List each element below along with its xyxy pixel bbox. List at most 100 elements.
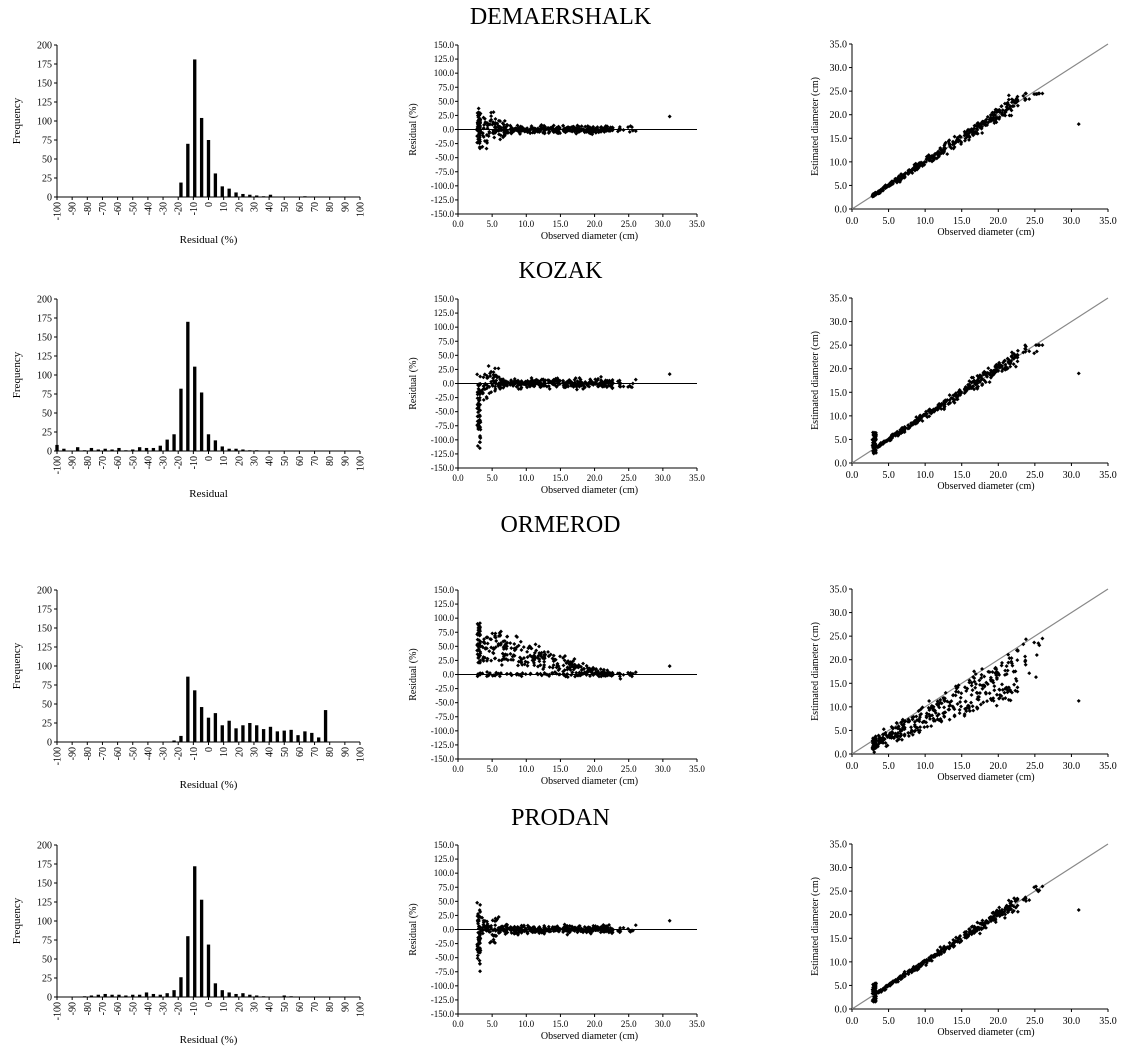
res-point (597, 927, 602, 932)
est-point (1015, 909, 1020, 914)
est-point (985, 920, 990, 925)
est-point (922, 725, 927, 730)
res-point (538, 652, 543, 657)
res-point (530, 925, 535, 930)
hist-xtick-label: -90 (68, 747, 79, 760)
est-ytick-label: 30.0 (830, 863, 848, 874)
hist-bar (241, 193, 245, 197)
hist-ytick-label: 150 (37, 879, 52, 890)
res-point (551, 663, 556, 668)
est-point (1032, 351, 1037, 356)
est-point (914, 714, 919, 719)
res-point (621, 925, 626, 930)
res-point (547, 665, 552, 670)
est-point (916, 728, 921, 733)
res-point (489, 114, 494, 119)
hist-xtick-label: -40 (143, 456, 154, 469)
est-point (981, 700, 986, 705)
est-point (997, 687, 1002, 692)
hist-ytick-label: 200 (37, 295, 52, 306)
res-xlabel: Observed diameter (cm) (541, 1031, 638, 1042)
est-point (1008, 698, 1013, 703)
hist-bar (275, 731, 280, 742)
res-point (633, 670, 638, 675)
res-ytick-label: -75.0 (435, 421, 454, 431)
res-point (505, 634, 510, 639)
hist-xtick-label: 40 (265, 456, 276, 466)
est-point (951, 396, 956, 401)
res-point (551, 130, 556, 135)
est-ylabel: Estimated diameter (cm) (810, 331, 821, 430)
est-point (1000, 660, 1004, 665)
est-point (937, 701, 942, 706)
hist-xtick-label: -100 (53, 1002, 64, 1020)
res-point (499, 377, 504, 382)
hist-bar (261, 996, 266, 997)
est-point (969, 683, 974, 688)
res-point (476, 401, 481, 406)
est-point (912, 719, 917, 724)
res-point (551, 659, 556, 664)
res-point (532, 663, 537, 668)
hist-xtick-label: 100 (356, 747, 367, 762)
est-ylabel: Estimated diameter (cm) (810, 877, 821, 976)
hist-xtick-label: 10 (219, 202, 230, 212)
res-point (569, 664, 574, 669)
res-xtick-label: 30.0 (655, 219, 671, 229)
res-point (480, 391, 485, 396)
hist-bar (199, 392, 204, 451)
est-point (1023, 662, 1028, 667)
res-point (523, 926, 528, 931)
res-point (630, 381, 635, 386)
est-point (1000, 912, 1005, 917)
res-point (618, 929, 623, 934)
hist-bar (206, 140, 211, 197)
res-point (476, 106, 481, 111)
hist-xtick-label: -30 (159, 747, 170, 760)
est-ytick-label: 10.0 (830, 957, 848, 968)
hist-bar (282, 995, 286, 997)
res-point (541, 667, 546, 672)
residual-scatter: 150.0 125.0 100.0 75.0 50.0 25.0 0.0 -25.0 -50.0… (408, 840, 705, 1042)
hist-bar (89, 995, 94, 997)
hist-bar (220, 186, 224, 197)
hist-xtick-label: 40 (265, 1002, 276, 1012)
res-point (498, 137, 503, 142)
est-point (910, 422, 915, 427)
hist-xtick-label: 0 (204, 456, 215, 461)
res-point (601, 922, 606, 927)
res-ytick-label: 150.0 (434, 840, 455, 850)
est-point (910, 171, 915, 175)
res-point (589, 129, 594, 134)
hist-ytick-label: 0 (47, 993, 52, 1004)
res-xtick-label: 5.0 (487, 764, 499, 774)
est-point (1007, 656, 1012, 661)
res-point (509, 379, 514, 384)
res-point (477, 961, 482, 966)
hist-ytick-label: 150 (37, 624, 52, 635)
hist-xtick-label: 20 (234, 747, 245, 757)
est-point (1006, 97, 1011, 102)
hist-bar (186, 936, 190, 997)
res-point (496, 366, 501, 371)
res-ytick-label: 25.0 (438, 110, 454, 120)
res-xtick-label: 15.0 (553, 1019, 569, 1029)
res-point (478, 374, 483, 379)
hist-bar (186, 143, 190, 197)
res-ytick-label: -75.0 (435, 712, 454, 722)
res-point (570, 670, 575, 675)
hist-bar (124, 450, 128, 451)
res-xtick-label: 5.0 (487, 219, 499, 229)
hist-xtick-label: 90 (340, 1002, 351, 1012)
hist-ytick-label: 125 (37, 898, 52, 909)
res-point (518, 655, 522, 660)
res-xtick-label: 10.0 (518, 764, 534, 774)
res-ytick-label: 75.0 (438, 882, 454, 892)
res-point (585, 383, 590, 388)
est-point (938, 716, 943, 721)
hist-ytick-label: 200 (37, 841, 52, 852)
est-point (952, 943, 957, 948)
res-point (493, 366, 497, 371)
hist-ytick-label: 125 (37, 643, 52, 654)
